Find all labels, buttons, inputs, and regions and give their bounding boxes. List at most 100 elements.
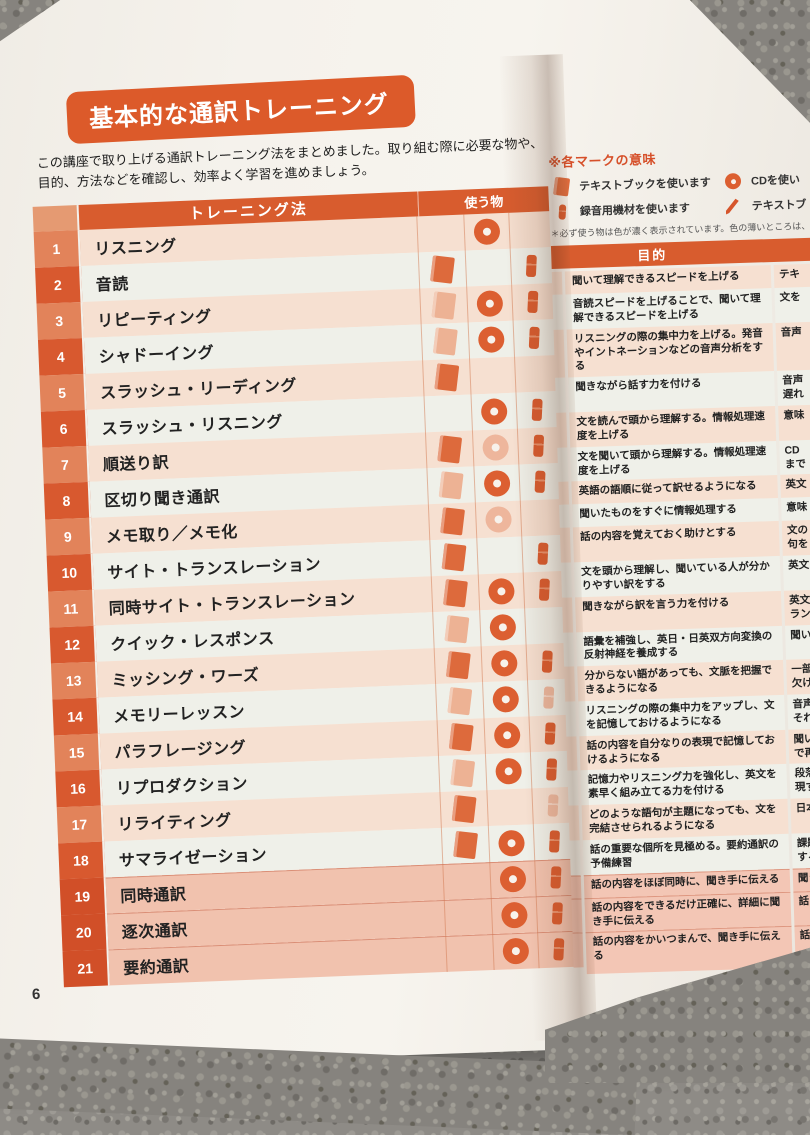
page-number: 6 <box>31 985 41 1004</box>
cd-icon <box>500 901 528 929</box>
textbook-icon <box>437 435 463 464</box>
mic-icon <box>553 938 565 961</box>
cd-cell <box>489 860 536 899</box>
textbook-cell <box>436 718 485 757</box>
mic-cell <box>529 751 573 789</box>
textbook-icon <box>431 291 457 320</box>
cd-icon <box>493 722 521 750</box>
row-number: 10 <box>46 554 95 592</box>
mic-icon <box>547 794 559 818</box>
textbook-icon <box>445 651 471 680</box>
mic-cell <box>516 427 560 465</box>
textbook-cell <box>432 610 481 649</box>
textbook-cell <box>435 682 484 721</box>
mic-cell <box>525 643 568 681</box>
textbook-cell <box>433 646 483 685</box>
row-edge-strip <box>552 294 564 330</box>
mic-icon <box>525 254 537 278</box>
cd-cell <box>466 285 513 323</box>
pen-icon <box>726 198 742 214</box>
row-number: 2 <box>35 266 83 305</box>
row-number: 20 <box>61 913 109 952</box>
textbook-cell <box>419 286 468 325</box>
mic-cell <box>514 355 557 393</box>
row-edge-strip <box>564 666 576 702</box>
cd-cell <box>487 824 535 863</box>
cd-icon <box>492 686 520 714</box>
row-edge-strip <box>568 805 580 841</box>
textbook-icon <box>438 471 464 500</box>
cd-cell <box>490 896 538 935</box>
cd-icon <box>476 290 504 318</box>
textbook-icon <box>444 615 470 644</box>
mic-icon <box>549 830 561 853</box>
mic-icon <box>531 398 543 422</box>
textbook-cell <box>437 754 487 793</box>
cd-icon <box>480 398 508 426</box>
legend-item: テキストブ <box>721 192 810 217</box>
cd-cell <box>484 752 532 791</box>
cd-cell <box>463 213 510 251</box>
mic-icon <box>551 902 563 925</box>
legend-item-icon <box>721 172 745 190</box>
cd-icon <box>724 172 742 190</box>
mic-cell <box>528 715 571 753</box>
mic-icon <box>527 290 539 314</box>
row-edge-strip <box>556 412 568 448</box>
mic-icon <box>541 650 553 674</box>
row-number: 14 <box>52 697 100 736</box>
mic-cell <box>511 283 554 322</box>
mic-icon <box>538 578 550 602</box>
row-edge-strip <box>572 932 584 968</box>
cd-cell <box>471 428 519 467</box>
cd-icon <box>485 506 513 534</box>
textbook-icon <box>448 723 474 752</box>
legend-item-icon <box>550 203 574 220</box>
legend-items: テキストブックを使います CDを使い 録音用機材を使います テキストブ <box>549 168 810 223</box>
legend-item-icon <box>549 176 574 197</box>
intro-text: この講座で取り上げる通訳トレーニング法をまとめました。取り組む際に必要な物や、 … <box>36 135 544 191</box>
textbook-icon <box>434 363 460 392</box>
row-number: 7 <box>42 446 90 484</box>
cd-cell <box>479 608 526 647</box>
carpet-bottom <box>0 1038 638 1135</box>
row-number: 9 <box>45 518 93 556</box>
textbook-icon <box>441 543 467 572</box>
legend-item-icon <box>722 198 746 215</box>
row-edge-strip <box>565 701 577 737</box>
cd-icon <box>477 326 505 354</box>
purpose-column-header: 目的 <box>637 247 668 264</box>
cd-icon <box>483 470 511 498</box>
row-number: 1 <box>33 230 82 269</box>
row-number: 21 <box>62 949 110 988</box>
row-edge-strip <box>560 562 573 598</box>
textbook-cell <box>443 898 493 937</box>
cd-icon <box>489 614 517 642</box>
row-edge-strip <box>570 874 582 899</box>
textbook-cell <box>426 466 475 505</box>
textbook-icon <box>430 255 455 284</box>
cd-cell <box>486 788 533 827</box>
textbook-icon <box>450 759 476 788</box>
mic-cell <box>515 391 558 429</box>
textbook-cell <box>420 322 470 361</box>
textbook-icon <box>440 507 466 536</box>
mic-icon <box>534 470 546 494</box>
mic-cell <box>527 679 570 717</box>
cd-cell <box>480 644 528 683</box>
cd-icon <box>498 829 526 857</box>
training-table: トレーニング法 使う物 1 リスニング 2 音読 3 リピーティング 4 シャド… <box>32 186 580 988</box>
legend-item-label: CDを使い <box>750 174 801 188</box>
row-number: 15 <box>53 733 102 772</box>
textbook-cell <box>427 502 477 541</box>
legend-item: 録音用機材を使います <box>550 196 723 223</box>
left-page: 基本的な通訳トレーニング この講座で取り上げる通訳トレーニング法をまとめました。… <box>28 71 580 988</box>
mic-cell <box>519 499 563 537</box>
textbook-cell <box>439 790 488 829</box>
mic-cell <box>521 535 564 573</box>
cd-cell <box>464 249 512 287</box>
row-number: 18 <box>58 841 106 880</box>
cd-icon <box>473 218 501 246</box>
row-edge-strip <box>559 527 571 563</box>
mic-cell <box>508 211 551 250</box>
